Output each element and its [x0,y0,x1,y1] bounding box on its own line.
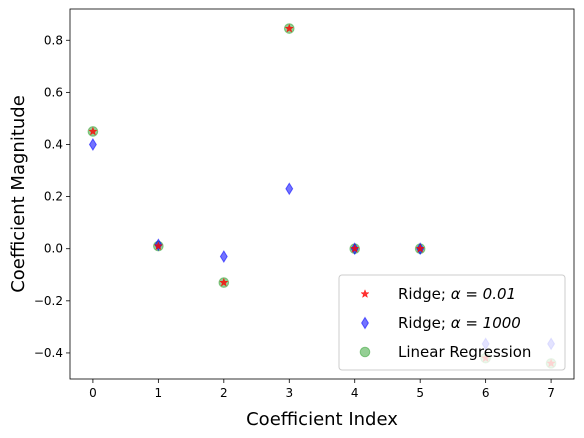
y-tick-label: −0.4 [34,346,63,360]
point-thin-diamond-0 [88,138,97,151]
legend-label: Ridge; α = 0.01 [398,285,516,303]
x-axis-label: Coefficient Index [246,409,398,430]
x-tick-label: 3 [285,386,293,400]
legend: Ridge; α = 0.01 Ridge; α = 1000 Linear Reg… [338,274,566,371]
y-tick-label: −0.2 [34,294,63,308]
point-star-5 [415,243,425,253]
legend-label: Ridge; α = 1000 [398,314,521,332]
x-tick-label: 0 [89,386,97,400]
y-tick-label: 0.8 [44,33,63,47]
legend-marker-circle [359,346,371,358]
y-tick-label: 0.6 [44,85,63,99]
x-tick-label: 1 [155,386,163,400]
legend-marker-thin-diamond [361,316,369,330]
x-tick-label: 5 [416,386,424,400]
x-tick-label: 6 [482,386,490,400]
legend-entries: Ridge; α = 0.01 Ridge; α = 1000 Linear Reg… [359,285,531,361]
point-thin-diamond-3 [285,182,294,196]
y-tick-label: 0.4 [44,137,63,151]
point-thin-diamond-2 [219,250,228,263]
x-tick-label: 2 [220,386,228,400]
y-tick-label: 0.2 [44,190,63,204]
x-axis: 0 1 2 3 4 5 6 7 [89,379,555,400]
legend-frame [338,274,566,371]
point-star-0 [88,126,98,136]
point-star-1 [153,241,164,251]
point-star-4 [350,243,360,253]
legend-label: Linear Regression [398,343,531,361]
y-tick-label: 0.0 [44,242,63,256]
legend-marker-star [360,289,370,299]
axes-frame [69,8,575,380]
x-tick-label: 7 [547,386,555,400]
point-star-2 [219,277,229,287]
y-axis-label: Coefficient Magnitude [8,95,29,293]
x-tick-label: 4 [351,386,359,400]
y-axis: −0.4 −0.2 0.0 0.2 0.4 0.6 0.8 [34,33,70,360]
point-star-3 [284,23,294,33]
